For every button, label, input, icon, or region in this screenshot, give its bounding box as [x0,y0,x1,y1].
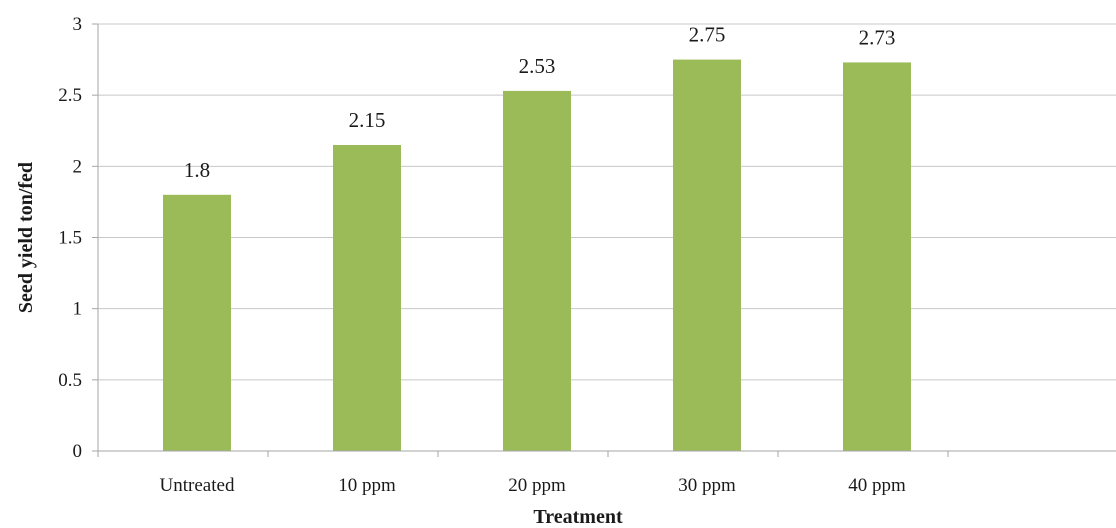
data-labels: 1.8 2.15 2.53 2.75 2.73 [184,23,896,182]
gridlines [98,23,1116,381]
data-label: 1.8 [184,158,210,182]
data-label: 2.73 [859,25,896,49]
x-tick-label: 20 ppm [508,475,566,496]
x-tick-label: 10 ppm [338,475,396,496]
x-tick-label: Untreated [160,475,235,496]
y-tick-label: 2.5 [58,85,82,106]
bars [163,59,911,452]
y-tick-label: 0 [73,441,83,462]
bar-40-ppm [843,62,911,452]
x-axis-title: Treatment [533,506,623,528]
y-tick-label: 3 [73,14,83,35]
x-tick-label: 40 ppm [848,475,906,496]
x-tick-label: 30 ppm [678,475,736,496]
y-tick-labels: 0 0.5 1 1.5 2 2.5 3 [58,14,98,462]
data-label: 2.75 [689,23,726,47]
y-tick-label: 2 [73,156,83,177]
y-axis-title: Seed yield ton/fed [15,162,37,313]
data-label: 2.53 [519,54,556,78]
data-label: 2.15 [349,108,386,132]
x-tick-labels: Untreated 10 ppm 20 ppm 30 ppm 40 ppm [97,451,949,496]
bar-10-ppm [333,144,401,451]
y-tick-label: 1 [73,299,83,320]
y-tick-label: 0.5 [58,370,82,391]
y-tick-label: 1.5 [58,228,82,249]
bar-30-ppm [673,59,741,451]
bar-20-ppm [503,90,571,451]
bar-untreated [163,194,231,452]
